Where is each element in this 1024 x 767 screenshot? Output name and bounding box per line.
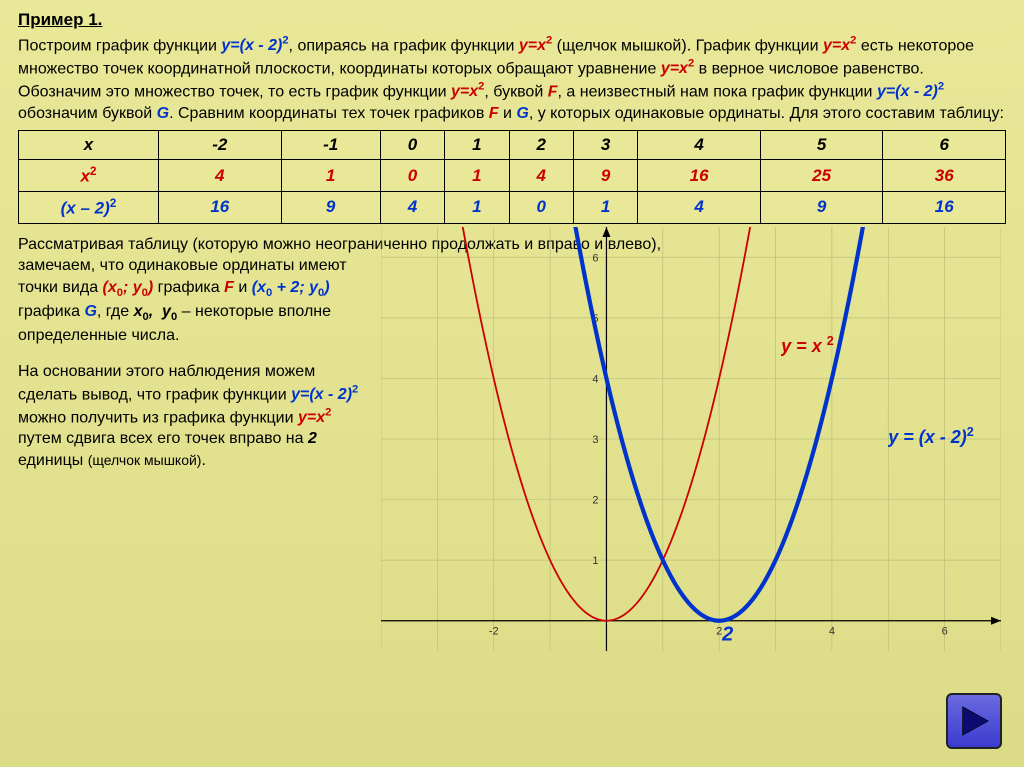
svg-text:4: 4: [829, 626, 835, 638]
table-row-x2: x2 410 149 162536: [19, 160, 1006, 192]
intro-paragraph: Построим график функции y=(x - 2)2, опир…: [18, 34, 1006, 124]
table-row-xm2: (x – 2)2 1694 101 4916: [19, 192, 1006, 224]
table-row-x: x -2-10 123 456: [19, 131, 1006, 160]
svg-text:2: 2: [592, 495, 598, 507]
function-chart: -22461234562y = x 2y = (x - 2)2: [381, 227, 1001, 651]
svg-text:6: 6: [942, 626, 948, 638]
svg-text:-2: -2: [489, 626, 499, 638]
data-table: x -2-10 123 456 x2 410 149 162536 (x – 2…: [18, 130, 1006, 223]
page-title: Пример 1.: [18, 10, 1006, 30]
svg-text:6: 6: [592, 253, 598, 265]
svg-text:3: 3: [592, 434, 598, 446]
para3: На основании этого наблюдения можем сдел…: [18, 361, 373, 472]
svg-text:2: 2: [721, 624, 733, 646]
svg-text:1: 1: [592, 555, 598, 567]
svg-text:4: 4: [592, 374, 598, 386]
para2: замечаем, что одинаковые ординаты имеют …: [18, 255, 373, 347]
next-button[interactable]: [946, 693, 1002, 749]
play-icon: [957, 704, 991, 738]
